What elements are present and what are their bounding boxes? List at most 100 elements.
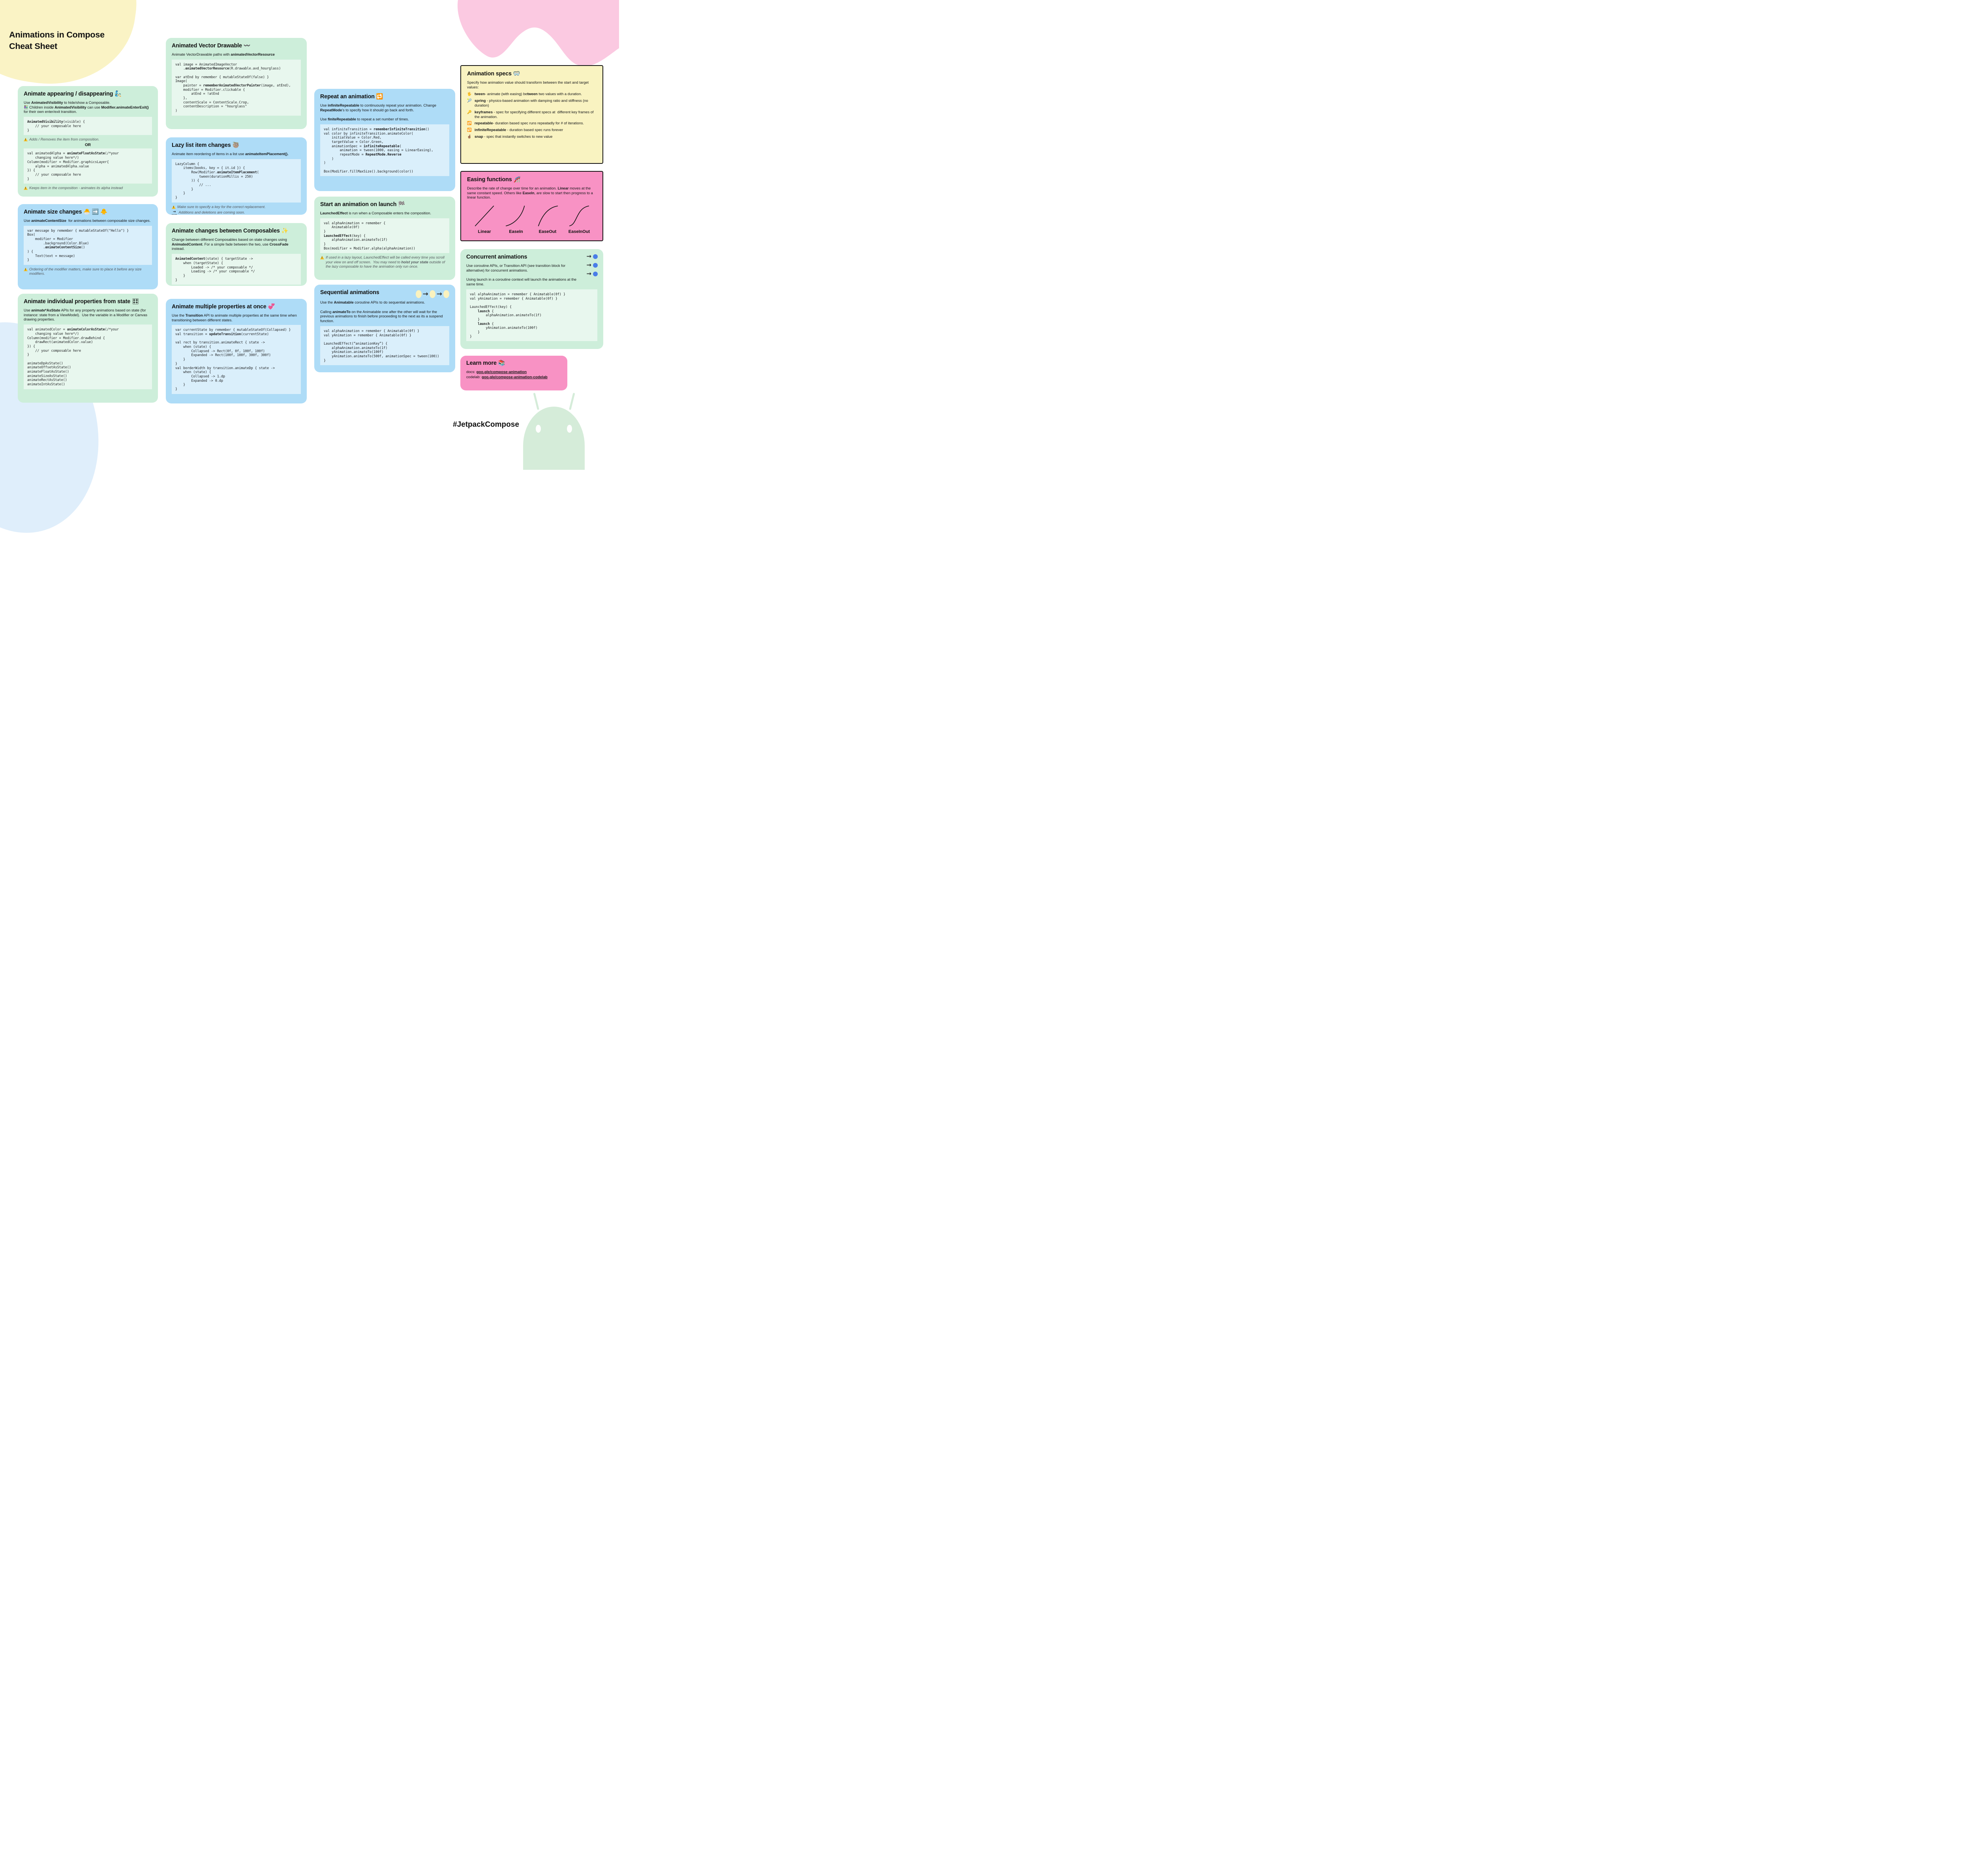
card-title: Lazy list item changes 🦥 — [172, 142, 240, 148]
sloth-icon: 🦥 — [232, 142, 240, 148]
pink-corner-blob — [457, 0, 619, 66]
blue-dot-icon — [593, 254, 598, 259]
card-title: Animate multiple properties at once 💞 — [172, 304, 275, 310]
arrow-right-icon: → — [422, 290, 428, 298]
warning-note: Make sure to specify a key for the corre… — [172, 205, 301, 209]
card-title: Animate individual properties from state… — [24, 298, 139, 305]
card-description: Animate VectorDrawable paths with animat… — [172, 52, 275, 56]
sequence-dots-icon: → → — [415, 290, 449, 298]
code-block: AnimatedVisibility(visible) { // your co… — [24, 117, 152, 135]
blue-dot-icon — [593, 271, 598, 276]
easeout-curve-icon — [538, 206, 558, 227]
card-description: Animate item reordering of items in a li… — [172, 152, 289, 156]
easein-curve-icon — [505, 206, 525, 227]
easeinout-curve-icon — [569, 206, 589, 227]
android-antenna — [533, 392, 539, 410]
card-description: Use infiniteRepeatable to continuously r… — [320, 103, 437, 122]
squiggle-icon: 〰️ — [243, 43, 251, 49]
card-description: Change between different Composables bas… — [172, 237, 290, 251]
code-block: val infiniteTransition = rememberInfinit… — [320, 124, 449, 176]
android-antenna — [569, 392, 575, 410]
spec-item-repeatable: 🔂 repeatable- duration based spec runs re… — [467, 121, 584, 126]
card-repeat-an-animation: Repeat an animation 🔁 Use infiniteRepeat… — [314, 89, 455, 191]
warning-note: Ordering of the modifier matters, make s… — [24, 267, 152, 276]
card-animate-size-changes: Animate size changes 🐣 ➡️ 🐥 Use animateC… — [18, 204, 158, 289]
checkered-flag-icon: 🏁 — [398, 201, 405, 208]
concurrent-arrows-icon: → → → — [586, 253, 598, 277]
arrow-right-icon: → — [586, 253, 591, 260]
docs-link[interactable]: goo.gle/compose-animation — [476, 370, 527, 374]
card-title: Easing functions 🎢 — [467, 176, 521, 183]
code-block: var message by remember { mutableStateOf… — [24, 225, 152, 265]
chick-arrow-icon: 🐣 ➡️ 🐥 — [83, 209, 108, 215]
android-robot-icon — [523, 392, 585, 470]
warning-icon — [24, 186, 28, 190]
spec-item-infinite-repeatable: 🔁 infiniteRepeatable - duration based spe… — [467, 128, 563, 132]
card-animate-properties-from-state: Animate individual properties from state… — [18, 294, 158, 403]
easing-curve-easeout: EaseOut — [532, 204, 563, 234]
tennis-ball-icon: 🎾 — [467, 99, 472, 103]
card-title: Repeat an animation 🔁 — [320, 94, 383, 100]
card-title: Animate appearing / disappearing 🧞 — [24, 91, 122, 97]
repeat-icon: 🔁 — [467, 128, 472, 132]
warning-icon — [24, 138, 28, 142]
hearts-icon: 💞 — [268, 304, 275, 310]
easing-curve-easeinout: EaseInOut — [563, 204, 595, 234]
docs-line: docs: goo.gle/compose-animation — [466, 370, 527, 374]
code-block: val alphaAnimation = remember { Animatab… — [320, 218, 449, 253]
android-eye — [536, 425, 541, 433]
card-title: Learn more 📚 — [466, 360, 505, 366]
roller-coaster-icon: 🎢 — [513, 176, 521, 183]
soon-note: → SOON Additions and deletions are coming … — [172, 210, 301, 215]
card-description: Use the Transition API to animate multip… — [172, 313, 298, 322]
linear-curve-icon — [475, 206, 494, 227]
code-block: val image = AnimatedImageVector .animate… — [172, 59, 301, 116]
card-description: Describe the rate of change over time fo… — [467, 186, 594, 200]
code-block: var currentState by remember { mutableSt… — [172, 325, 301, 394]
card-animate-changes-between-composables: Animate changes between Composables ✨ Ch… — [166, 223, 307, 286]
android-head — [523, 407, 585, 470]
arrow-right-icon: → — [586, 261, 591, 268]
code-block: val alphaAnimation = remember { Animatab… — [466, 289, 597, 341]
card-description: LaunchedEffect is run when a Composable … — [320, 211, 432, 215]
easing-curve-easein: EaseIn — [500, 204, 532, 234]
warning-icon — [320, 256, 324, 260]
card-description: Specify how animation value should trans… — [467, 80, 590, 89]
warning-note: Keeps item in the composition - animates… — [24, 186, 152, 190]
card-animated-vector-drawable: Animated Vector Drawable 〰️ Animate Vect… — [166, 38, 307, 129]
sequence-dot — [415, 290, 422, 298]
card-description: Use coroutine APIs, or Transition API (s… — [466, 263, 577, 287]
codelab-line: codelab: goo.gle/compose-animation-codel… — [466, 375, 548, 379]
code-block: val animatedAlpha = animateFloatAsState(… — [24, 148, 152, 184]
warning-icon — [24, 268, 28, 272]
crossed-fingers-icon: 🤞🏽 — [467, 135, 472, 139]
sparkles-icon: ✨ — [281, 228, 289, 234]
books-icon: 📚 — [498, 360, 505, 366]
warning-note: If used in a lazy layout, LaunchedEffect… — [320, 255, 449, 269]
hashtag-label: #JetpackCompose — [453, 420, 519, 429]
card-title: Animate size changes 🐣 ➡️ 🐥 — [24, 209, 108, 215]
android-eye — [567, 425, 572, 433]
code-block: AnimatedContent(state) { targetState -> … — [172, 254, 301, 285]
spec-item-spring: 🎾 spring - physics-based animation with d… — [467, 99, 589, 108]
card-animation-specs: Animation specs 🥽 Specify how animation … — [460, 65, 603, 164]
arrow-right-icon: → — [436, 290, 442, 298]
card-title: Concurrent animations — [466, 254, 527, 260]
card-animate-appearing-disappearing: Animate appearing / disappearing 🧞 Use A… — [18, 86, 158, 197]
spec-item-snap: 🤞🏽 snap - spec that instantly switches to… — [467, 135, 553, 139]
card-easing-functions: Easing functions 🎢 Describe the rate of … — [460, 171, 603, 241]
card-title: Animation specs 🥽 — [467, 71, 520, 77]
card-description: Use the Animatable coroutine APIs to do … — [320, 300, 444, 323]
warning-note: Adds / Removes the item from composition… — [24, 137, 152, 142]
codelab-link[interactable]: goo.gle/compose-animation-codelab — [481, 375, 548, 379]
code-block: val alphaAnimation = remember { Animatab… — [320, 326, 449, 366]
card-start-animation-on-launch: Start an animation on launch 🏁 LaunchedE… — [314, 197, 455, 280]
spec-item-tween: 🖖 tween- animate (with easing) between tw… — [467, 92, 582, 96]
card-title: Animated Vector Drawable 〰️ — [172, 43, 251, 49]
card-title: Sequential animations — [320, 289, 379, 296]
key-icon: 🔑 — [467, 110, 472, 114]
card-animate-multiple-properties: Animate multiple properties at once 💞 Us… — [166, 299, 307, 403]
card-lazy-list-item-changes: Lazy list item changes 🦥 Animate item re… — [166, 137, 307, 215]
code-block: LazyColumn { items(books, key = { it.id … — [172, 159, 301, 203]
knobs-icon: 🎛 — [131, 298, 139, 305]
